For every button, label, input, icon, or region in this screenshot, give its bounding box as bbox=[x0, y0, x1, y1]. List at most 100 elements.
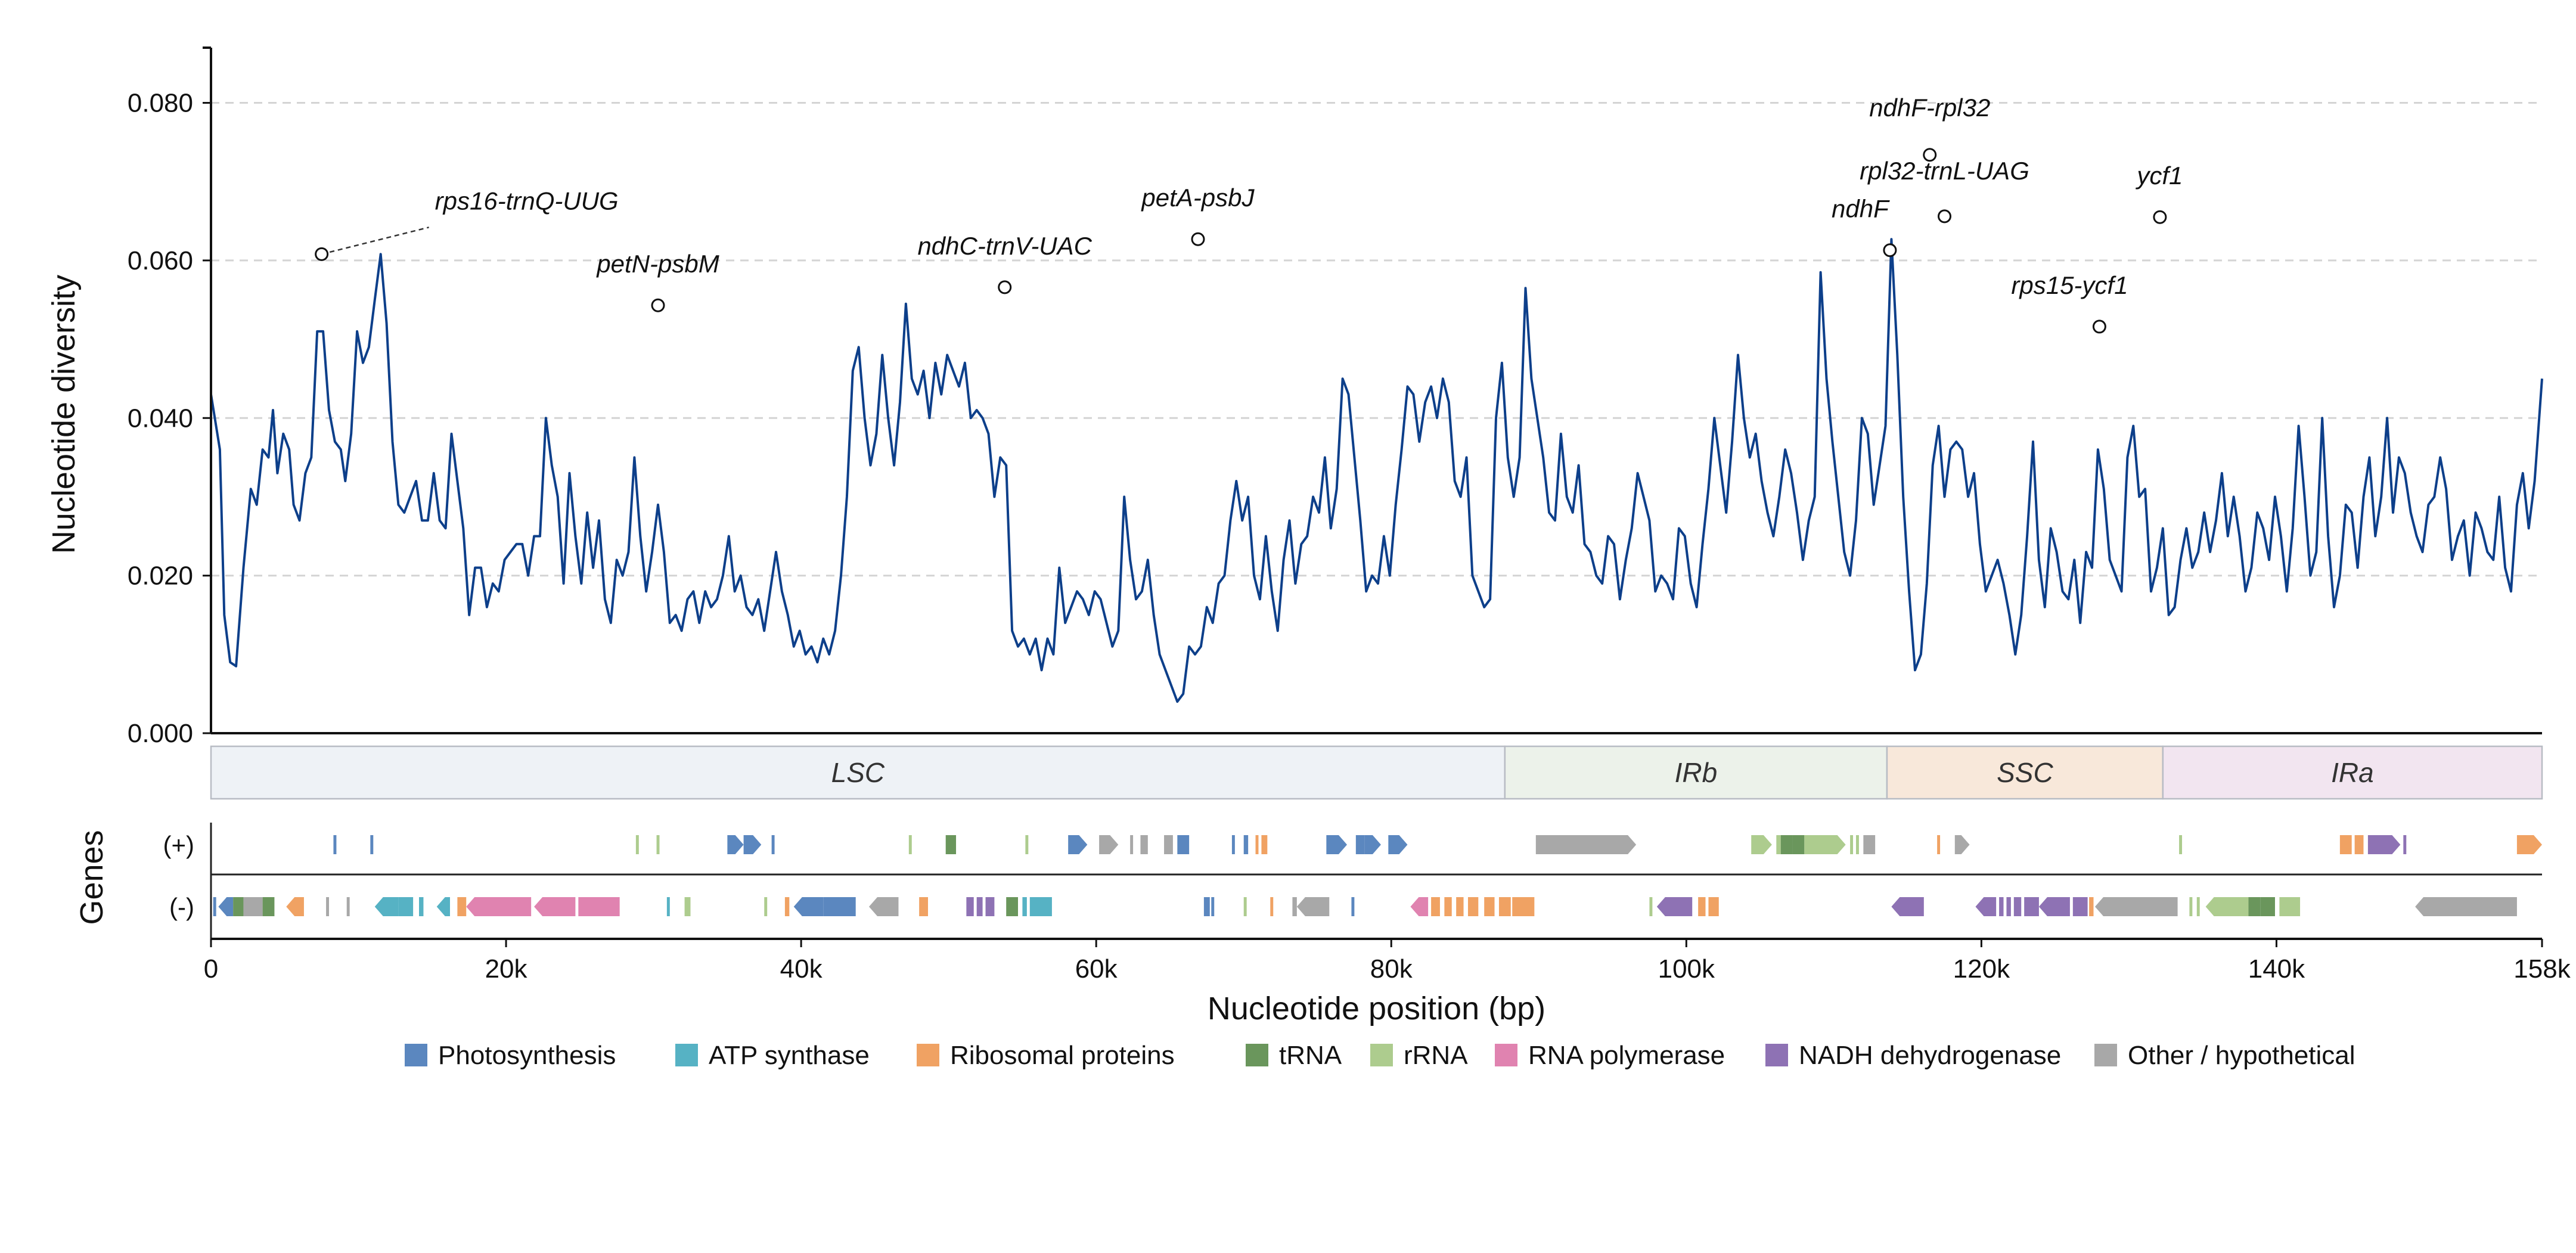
gene-block bbox=[457, 897, 467, 916]
peak-label: ycf1 bbox=[2135, 162, 2183, 190]
legend-label: RNA polymerase bbox=[1528, 1041, 1725, 1070]
peak-label: ndhF bbox=[1832, 195, 1890, 223]
gene-block bbox=[1243, 897, 1247, 916]
gene-block bbox=[2260, 897, 2275, 916]
gene-arrow bbox=[2516, 835, 2542, 854]
gene-block bbox=[2013, 897, 2022, 916]
gene-block bbox=[1029, 897, 1052, 916]
gene-arrow bbox=[2367, 835, 2401, 854]
peak-marker bbox=[1923, 148, 1937, 162]
gene-block bbox=[1792, 835, 1805, 854]
gene-block bbox=[1355, 835, 1365, 854]
x-tick-label: 158k bbox=[2513, 954, 2571, 984]
gene-arrow bbox=[743, 835, 762, 854]
x-tick-label: 140k bbox=[2248, 954, 2305, 984]
gene-arrow bbox=[2038, 897, 2070, 916]
legend-label: rRNA bbox=[1404, 1041, 1468, 1070]
peak-marker bbox=[1883, 243, 1897, 258]
gene-block bbox=[419, 897, 424, 916]
x-tick-label: 20k bbox=[485, 954, 528, 984]
gene-block bbox=[1243, 835, 1249, 854]
gene-arrow bbox=[1975, 897, 1997, 916]
gene-arrow bbox=[2094, 897, 2178, 916]
gene-block bbox=[823, 897, 856, 916]
gene-block bbox=[1708, 897, 1719, 916]
series-line bbox=[210, 238, 2543, 703]
gene-block bbox=[1140, 835, 1148, 854]
gene-block bbox=[2248, 897, 2261, 916]
peak-label: rps16-trnQ-UUG bbox=[435, 187, 619, 215]
gene-arrow bbox=[218, 897, 234, 916]
gridlines bbox=[211, 102, 2542, 577]
gene-block bbox=[1130, 835, 1134, 854]
gene-block bbox=[370, 835, 374, 854]
gene-block bbox=[656, 835, 660, 854]
gene-block bbox=[1444, 897, 1452, 916]
peak-label: petA-psbJ bbox=[1140, 184, 1255, 212]
legend-swatch bbox=[2094, 1044, 2117, 1066]
axes bbox=[203, 46, 2542, 734]
gene-block bbox=[1164, 835, 1173, 854]
genes-track-label: Genes bbox=[74, 830, 110, 925]
gene-block bbox=[398, 897, 414, 916]
peak-marker bbox=[998, 280, 1012, 294]
gene-block bbox=[2006, 897, 2011, 916]
gene-arrow bbox=[868, 897, 899, 916]
x-tick-label: 120k bbox=[1953, 954, 2010, 984]
gene-arrow bbox=[374, 897, 399, 916]
gene-arrow bbox=[1656, 897, 1693, 916]
peak-label: rpl32-trnL-UAG bbox=[1860, 157, 2029, 185]
gene-block bbox=[326, 897, 330, 916]
gene-arrow bbox=[1388, 835, 1408, 854]
region-label: IRa bbox=[2331, 757, 2374, 788]
gene-block bbox=[578, 897, 620, 916]
legend-swatch bbox=[1370, 1044, 1393, 1066]
gene-arrow bbox=[1891, 897, 1924, 916]
gene-arrow bbox=[1410, 897, 1429, 916]
gene-block bbox=[1484, 897, 1495, 916]
region-irb bbox=[1504, 745, 1888, 800]
legend: Photosynthesis ATP synthase Ribosomal prot… bbox=[405, 1041, 2355, 1070]
gene-arrow bbox=[286, 897, 304, 916]
gene-block bbox=[976, 897, 983, 916]
region-label: SSC bbox=[1997, 757, 2053, 788]
gene-block bbox=[2279, 897, 2301, 916]
legend-label: Photosynthesis bbox=[438, 1041, 616, 1070]
gene-block bbox=[666, 897, 670, 916]
gene-block bbox=[1649, 897, 1653, 916]
x-tick-label: 100k bbox=[1658, 954, 1715, 984]
legend-item: ATP synthase bbox=[675, 1041, 870, 1070]
gene-block bbox=[2072, 897, 2088, 916]
legend-label: tRNA bbox=[1279, 1041, 1342, 1070]
genome-regions: LSC IRb SSC IRa bbox=[210, 745, 2543, 800]
gene-arrow bbox=[1535, 835, 1637, 854]
gene-block bbox=[1261, 835, 1268, 854]
peak-marker bbox=[2092, 320, 2106, 334]
gene-block bbox=[1211, 897, 1215, 916]
gene-block bbox=[1498, 897, 1511, 916]
gene-block bbox=[262, 897, 275, 916]
legend-item: Other / hypothetical bbox=[2094, 1041, 2355, 1070]
peak-label: petN-psbM bbox=[595, 250, 719, 278]
gene-block bbox=[333, 835, 337, 854]
gene-block bbox=[985, 897, 995, 916]
gene-block bbox=[1780, 835, 1793, 854]
x-axis-ticks: 0 20k 40k 60k 80k 100k 120k 140k 158k bbox=[204, 938, 2571, 984]
gene-block bbox=[213, 897, 216, 916]
gene-block bbox=[919, 897, 929, 916]
legend-label: Other / hypothetical bbox=[2128, 1041, 2355, 1070]
gene-block bbox=[1467, 897, 1479, 916]
legend-swatch bbox=[1246, 1044, 1268, 1066]
gene-block bbox=[1255, 835, 1259, 854]
legend-swatch bbox=[1765, 1044, 1788, 1066]
y-tick-label: 0.060 bbox=[128, 246, 193, 275]
gene-arrow bbox=[2205, 897, 2249, 916]
peak-marker bbox=[2153, 210, 2167, 224]
legend-item: NADH dehydrogenase bbox=[1765, 1041, 2061, 1070]
gene-block bbox=[1855, 835, 1859, 854]
legend-swatch bbox=[1495, 1044, 1517, 1066]
gene-block bbox=[233, 897, 244, 916]
y-tick-label: 0.080 bbox=[128, 89, 193, 118]
gene-block bbox=[2403, 835, 2407, 854]
